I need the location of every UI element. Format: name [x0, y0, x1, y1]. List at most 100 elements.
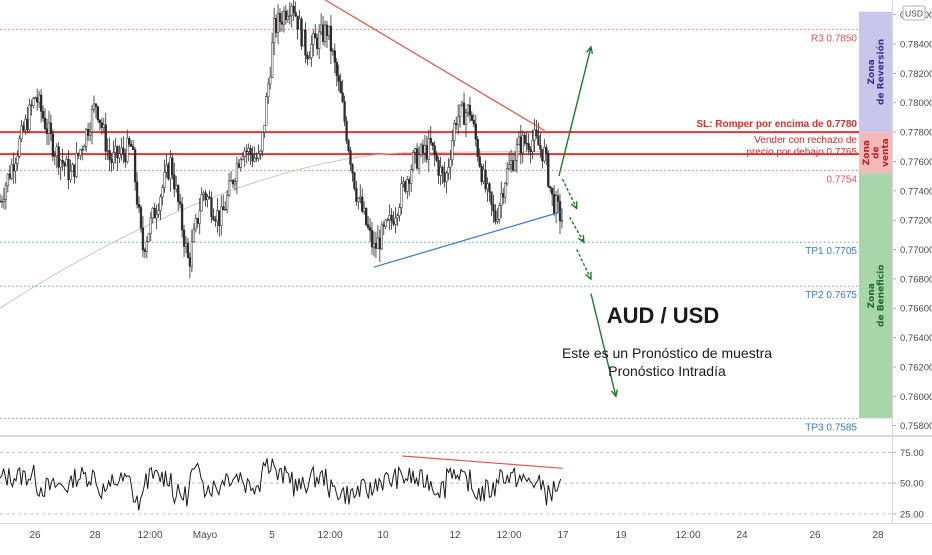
arrow-head: [585, 45, 594, 54]
candle-body: [71, 164, 74, 172]
candle: [194, 213, 197, 233]
candle-body: [8, 173, 11, 179]
candle-body: [167, 164, 170, 180]
candle-body: [53, 155, 56, 157]
candle-body: [314, 33, 317, 39]
candle-body: [94, 103, 98, 107]
candle-body: [380, 224, 383, 250]
candle-body: [502, 193, 505, 198]
candle-body: [302, 29, 305, 47]
candle-body: [114, 146, 117, 153]
candle-body: [560, 220, 564, 222]
candle: [88, 122, 92, 142]
candle-body: [470, 114, 474, 121]
candle-body: [155, 213, 158, 219]
candle-body: [427, 138, 430, 160]
rsi-tick-label: 25.00: [900, 509, 924, 520]
candle-body: [290, 5, 293, 16]
candle: [108, 137, 111, 172]
candle-body: [233, 181, 237, 185]
candle: [400, 176, 403, 215]
candle-body: [308, 57, 311, 60]
currency-badge-label: USD: [905, 9, 923, 19]
candle-body: [190, 241, 194, 267]
candle-body: [147, 233, 150, 242]
candle-body: [10, 164, 13, 179]
candle: [513, 151, 517, 172]
candle: [429, 126, 432, 146]
candle-body: [243, 150, 246, 157]
candle-body: [523, 135, 526, 144]
candle-body: [492, 204, 495, 212]
candle: [343, 95, 346, 127]
candle: [28, 98, 31, 133]
candle-body: [241, 156, 244, 160]
candle: [504, 181, 507, 204]
price-axis: 0.786000.784000.782000.780000.778000.776…: [892, 10, 932, 432]
zone-sell: [859, 132, 892, 174]
candle: [261, 131, 264, 157]
candle-body: [455, 123, 458, 126]
x-tick-label: 12:00: [496, 530, 521, 541]
candle-body: [451, 140, 454, 161]
candle: [318, 24, 321, 59]
candle-body: [139, 207, 143, 229]
rsi-line: [0, 458, 562, 511]
x-tick-label: 26: [29, 530, 41, 541]
candle-body: [533, 129, 536, 141]
level-label-TP1: TP1 0.7705: [805, 246, 857, 257]
candle-body: [445, 172, 448, 183]
candle-body: [159, 196, 162, 211]
candle-body: [511, 160, 515, 171]
candle-body: [276, 13, 280, 33]
candle-body: [116, 146, 119, 159]
candle: [98, 119, 102, 131]
projection-arrow: [568, 216, 585, 244]
candle: [386, 217, 389, 222]
zone-label-line: de: [872, 146, 882, 159]
candle-body: [77, 152, 80, 156]
candle: [384, 218, 387, 230]
candle-body: [175, 185, 178, 190]
candle: [137, 196, 141, 213]
candle-body: [137, 204, 141, 208]
candle-body: [36, 97, 39, 103]
candle-body: [98, 119, 102, 124]
candle-body: [359, 196, 362, 199]
candle-body: [157, 210, 160, 215]
candle-body: [194, 218, 197, 230]
candle: [153, 203, 156, 219]
candle-body: [118, 153, 121, 159]
candle: [470, 111, 474, 122]
candle: [390, 208, 393, 230]
arrow-head: [577, 235, 585, 244]
candle-body: [79, 149, 82, 156]
candle-body: [269, 76, 272, 85]
candle: [451, 129, 454, 166]
candle: [453, 119, 456, 147]
candle: [304, 22, 307, 64]
candle: [271, 32, 274, 79]
candle-body: [212, 216, 215, 221]
candle-body: [237, 163, 241, 168]
level-label-R3: R3 0.7850: [811, 33, 858, 44]
candle: [39, 89, 43, 123]
level-label-TP3: TP3 0.7585: [805, 422, 857, 433]
candle-body: [284, 10, 288, 20]
candle-body: [55, 146, 58, 157]
candle: [145, 236, 148, 259]
candle-body: [257, 153, 260, 160]
candle: [173, 162, 176, 198]
trendline-support: [373, 210, 563, 268]
arrow-shaft: [576, 249, 592, 280]
candle-body: [202, 192, 205, 195]
candle-body: [28, 104, 31, 130]
candle: [69, 159, 72, 183]
candles: [0, 0, 564, 279]
candle-body: [272, 18, 276, 44]
candle-body: [415, 148, 419, 169]
candle-body: [484, 169, 487, 190]
candle: [190, 229, 194, 273]
rsi-axis: 75.00 50.00 25.00: [892, 448, 924, 520]
